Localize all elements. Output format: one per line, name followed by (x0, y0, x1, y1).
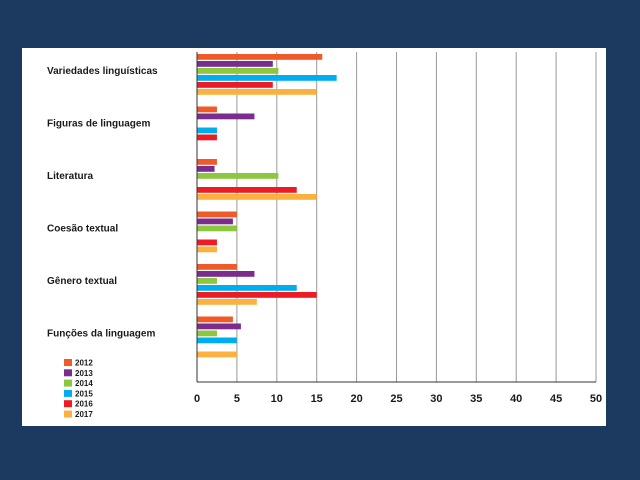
bar (197, 113, 255, 120)
bar (197, 75, 337, 81)
bar (197, 292, 317, 298)
bar (197, 68, 279, 74)
bar (197, 218, 233, 225)
legend-swatch (64, 359, 72, 366)
bar (197, 239, 217, 246)
bar (197, 337, 237, 344)
bar (197, 127, 217, 134)
legend-label: 2012 (75, 359, 93, 368)
x-tick-label: 0 (194, 393, 200, 405)
category-label: Variedades linguísticas (47, 66, 158, 77)
bar (197, 54, 323, 60)
legend-swatch (64, 400, 72, 408)
x-axis: 0 5 10 15 20 25 30 35 40 45 50 (194, 52, 602, 405)
gridlines (236, 52, 597, 382)
bar (197, 330, 217, 337)
x-tick-label: 50 (590, 393, 602, 405)
bar (197, 159, 217, 165)
bar (197, 246, 217, 253)
x-tick-label: 30 (430, 393, 442, 405)
bar-chart: Variedades linguísticas Figuras de lingua… (47, 52, 602, 419)
bar (197, 316, 233, 323)
bar (197, 285, 297, 291)
category-label: Coesão textual (47, 224, 118, 235)
category-label: Literatura (47, 171, 94, 182)
bar (197, 264, 237, 270)
bar (197, 89, 317, 95)
legend-swatch (64, 369, 72, 377)
x-tick-label: 25 (390, 393, 402, 405)
legend-swatch (64, 379, 72, 387)
legend-swatch (64, 410, 72, 418)
legend-label: 2013 (75, 369, 93, 378)
x-tick-label: 5 (234, 393, 240, 405)
bar (197, 225, 237, 232)
category-label: Funções da linguagem (47, 329, 155, 340)
x-tick-label: 45 (550, 393, 562, 405)
x-tick-label: 15 (311, 393, 323, 405)
legend-label: 2016 (75, 400, 93, 409)
category-label: Gênero textual (47, 276, 117, 287)
bar (197, 106, 217, 113)
x-tick-label: 40 (510, 393, 522, 405)
bar (197, 187, 297, 193)
bar (197, 323, 241, 330)
bar (197, 351, 237, 358)
bar (197, 278, 217, 284)
legend-label: 2014 (75, 379, 93, 388)
bar (197, 194, 317, 200)
bar (197, 166, 215, 172)
bar (197, 299, 257, 305)
bars (197, 54, 337, 358)
legend-label: 2017 (75, 410, 93, 419)
legend-label: 2015 (75, 389, 93, 398)
bar (197, 61, 273, 67)
bar (197, 82, 273, 88)
x-tick-label: 35 (470, 393, 482, 405)
category-labels: Variedades linguísticas Figuras de lingua… (47, 66, 158, 340)
legend-swatch (64, 389, 72, 397)
x-tick-label: 20 (350, 393, 362, 405)
x-tick-label: 10 (271, 393, 283, 405)
bar (197, 211, 237, 218)
bar (197, 173, 279, 179)
slide-panel: Variedades linguísticas Figuras de lingua… (22, 48, 606, 426)
bar (197, 134, 217, 141)
category-label: Figuras de linguagem (47, 119, 150, 130)
bar (197, 271, 255, 277)
